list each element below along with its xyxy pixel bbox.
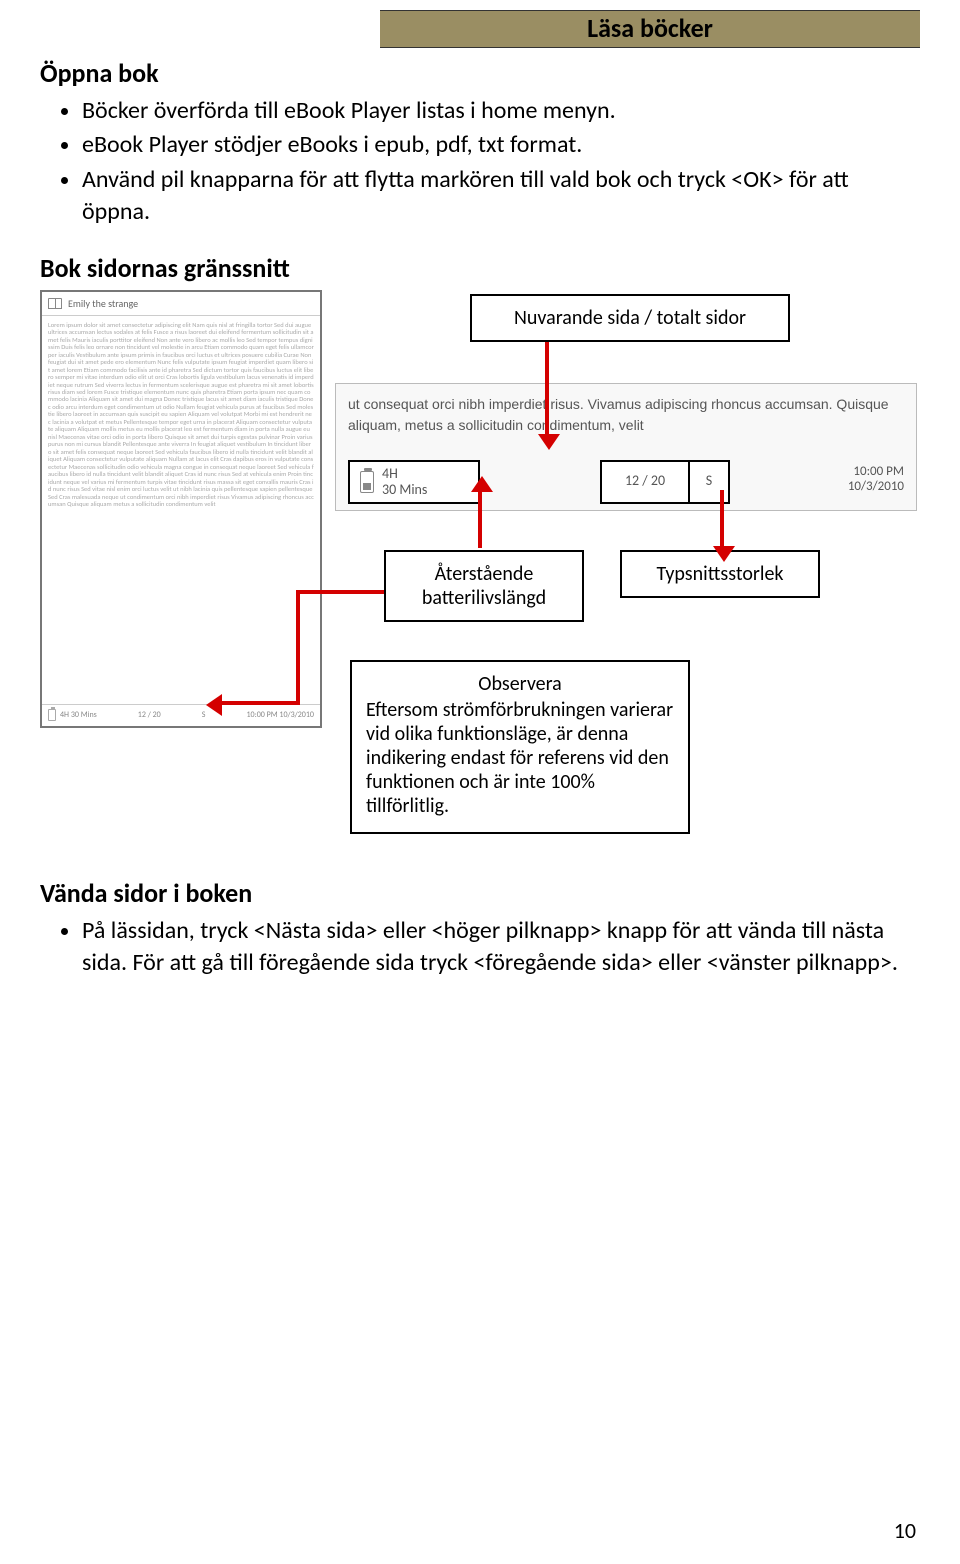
label-current-page: Nuvarande sida / totalt sidor: [470, 294, 790, 342]
thumb-date: 10/3/2010: [279, 710, 314, 720]
heading-open-book: Öppna bok: [40, 56, 920, 91]
detail-statusbar: ut consequat orci nibh imperdiet risus. …: [335, 383, 917, 511]
thumb-title: Emily the strange: [68, 297, 138, 311]
thumb-page: 12 / 20: [138, 710, 161, 721]
thumb-body-text: Lorem ipsum dolor sit amet consectetur a…: [42, 316, 320, 515]
page-number: 10: [894, 1516, 916, 1546]
open-book-bullets: Böcker överförda till eBook Player lista…: [82, 95, 920, 229]
detail-date: 10/3/2010: [848, 479, 904, 495]
battery-icon: [48, 709, 56, 721]
label-note: Observera Eftersom strömförbrukningen va…: [350, 660, 690, 834]
banner: Läsa böcker: [380, 10, 920, 48]
label-battery: Återstående batterilivslängd: [384, 550, 584, 622]
turn-pages-bullets: På lässidan, tryck <Nästa sida> eller <h…: [82, 915, 920, 980]
list-item: Böcker överförda till eBook Player lista…: [82, 95, 920, 127]
detail-paragraph: ut consequat orci nibh imperdiet risus. …: [348, 394, 904, 436]
list-item: eBook Player stödjer eBooks i epub, pdf,…: [82, 129, 920, 161]
chip-battery: 4H 30 Mins: [348, 460, 480, 504]
note-title: Observera: [366, 672, 674, 696]
thumb-time: 10:00 PM: [246, 710, 277, 720]
heading-turn-pages: Vända sidor i boken: [40, 876, 920, 911]
batt-line1: 4H: [382, 466, 427, 481]
batt-line2: 30 Mins: [382, 482, 427, 497]
book-icon: [48, 298, 62, 309]
thumb-batt: 4H 30 Mins: [60, 710, 97, 721]
thumb-footer: 4H 30 Mins 12 / 20 S 10:00 PM 10/3/2010: [42, 704, 320, 726]
chip-fontsize: S: [690, 460, 730, 504]
thumb-header: Emily the strange: [42, 292, 320, 316]
list-item: Använd pil knapparna för att flytta mark…: [82, 164, 920, 229]
list-item: På lässidan, tryck <Nästa sida> eller <h…: [82, 915, 920, 980]
battery-icon: [360, 471, 374, 493]
reader-thumbnail: Emily the strange Lorem ipsum dolor sit …: [40, 290, 322, 728]
diagram: Emily the strange Lorem ipsum dolor sit …: [40, 290, 920, 1050]
detail-datetime: 10:00 PM 10/3/2010: [848, 460, 904, 504]
detail-time: 10:00 PM: [848, 464, 904, 480]
thumb-size: S: [202, 710, 206, 721]
chip-page: 12 / 20: [600, 460, 690, 504]
heading-interface: Bok sidornas gränssnitt: [40, 251, 920, 286]
note-body: Eftersom strömförbrukningen varierar vid…: [366, 698, 673, 818]
